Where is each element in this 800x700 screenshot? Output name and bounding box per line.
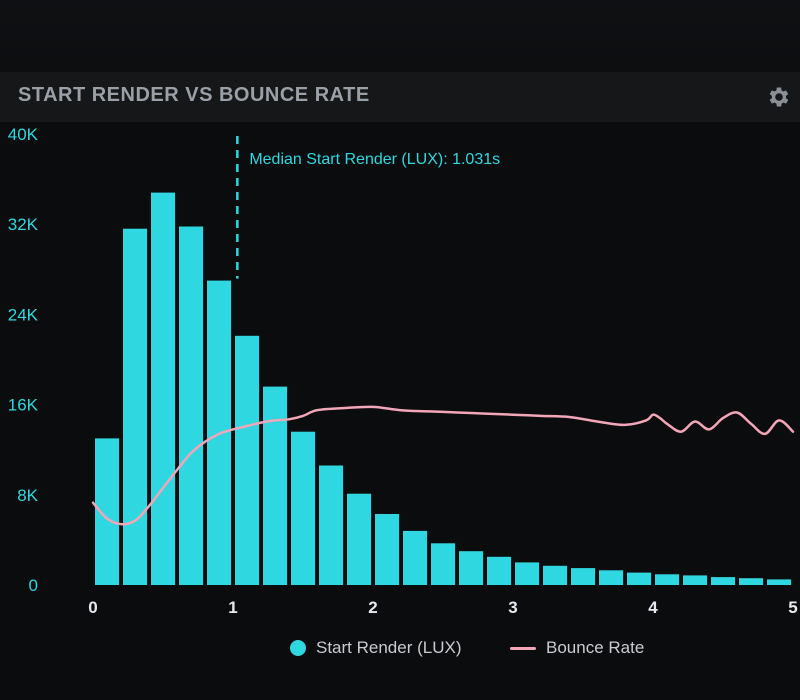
legend-swatch-dot [290,640,306,656]
y-tick-label: 40K [8,125,39,144]
legend-label: Start Render (LUX) [316,638,462,657]
bar [431,543,456,585]
gear-icon[interactable] [766,84,792,110]
y-tick-label: 0 [29,576,38,595]
bar [459,551,484,585]
legend-item-start-render[interactable]: Start Render (LUX) [290,638,462,658]
x-tick-label: 2 [368,598,377,617]
legend-label: Bounce Rate [546,638,645,657]
median-label: Median Start Render (LUX): 1.031s [249,151,500,168]
chart: 0 8K 16K 24K 32K 40K 0 1 2 3 4 5 Median Start Render… [8,125,798,617]
bar [179,226,204,585]
bar [683,575,708,585]
bar [543,565,568,585]
bar [235,335,260,585]
bar [375,514,400,585]
bar [151,192,176,585]
x-tick-label: 3 [508,598,517,617]
x-tick-label: 4 [648,598,658,617]
bar [739,578,764,585]
bar [571,568,596,585]
bar [767,579,792,585]
legend: Start Render (LUX) Bounce Rate [0,638,800,668]
bar [627,572,652,585]
y-tick-label: 24K [8,305,39,324]
legend-item-bounce-rate[interactable]: Bounce Rate [510,638,644,658]
bar [515,562,540,585]
legend-swatch-line [510,646,536,650]
page-title: START RENDER VS BOUNCE RATE [18,84,370,106]
bar [487,556,512,585]
y-tick-label: 16K [8,396,39,415]
panel-header: START RENDER VS BOUNCE RATE [0,72,800,122]
x-tick-label: 1 [228,598,237,617]
bar [319,465,344,585]
bar [347,493,372,585]
bar [263,386,288,585]
top-band [0,0,800,72]
x-tick-label: 0 [88,598,97,617]
bar [123,228,148,585]
y-tick-label: 32K [8,215,39,234]
bounce-rate-line [91,405,795,526]
bar [599,570,624,585]
bar [95,438,120,585]
x-tick-label: 5 [788,598,797,617]
bar [403,530,428,585]
y-tick-label: 8K [17,486,38,505]
bar [655,574,680,585]
bar [291,431,316,585]
bar [711,577,736,585]
